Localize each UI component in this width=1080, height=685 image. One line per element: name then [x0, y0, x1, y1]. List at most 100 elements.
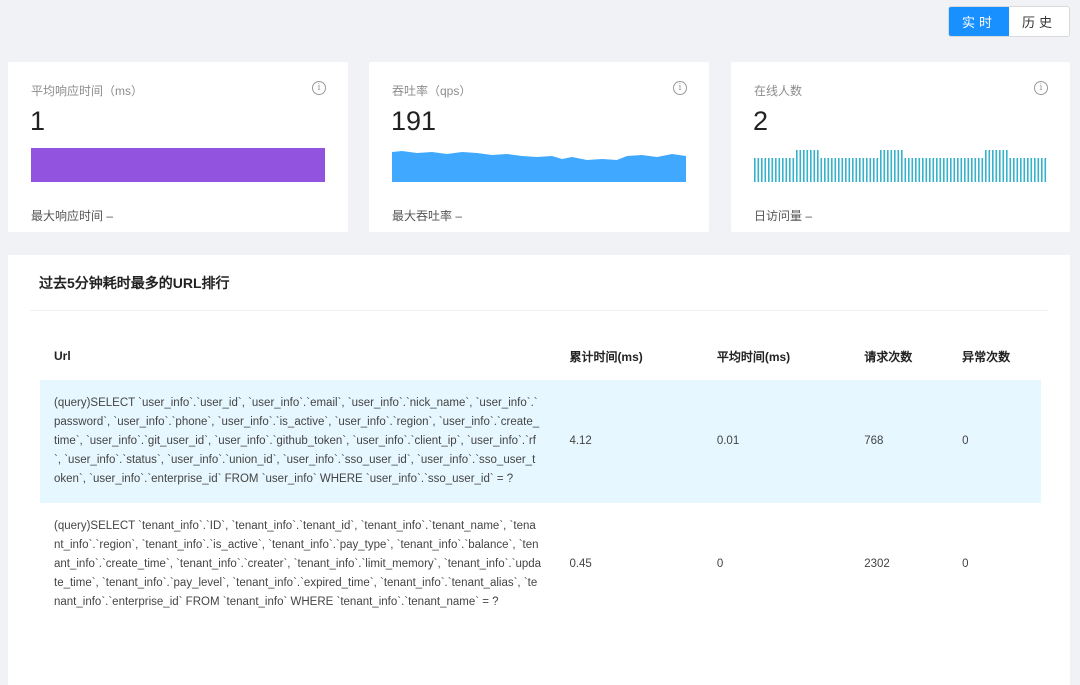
throughput-area-chart	[392, 151, 686, 182]
online-bar	[995, 150, 998, 182]
error-count-cell: 0	[948, 380, 1041, 503]
card-title: 在线人数	[754, 84, 803, 98]
col-total-time[interactable]: 累计时间(ms)	[569, 349, 643, 364]
online-bar	[820, 158, 823, 182]
realtime-history-toggle: 实时 历史	[948, 6, 1070, 37]
online-bar	[813, 150, 816, 182]
table-row[interactable]: (query)SELECT `user_info`.`user_id`, `us…	[40, 380, 1041, 503]
online-bar	[953, 158, 956, 182]
col-error-count[interactable]: 异常次数	[962, 349, 1011, 364]
online-bar	[988, 150, 991, 182]
online-bar	[925, 158, 928, 182]
online-bar	[985, 150, 987, 182]
online-bar	[932, 158, 935, 182]
throughput-card: 吞吐率（qps） i 191 最大吞吐率 –	[369, 62, 709, 232]
url-cell: (query)SELECT `user_info`.`user_id`, `us…	[40, 380, 556, 503]
online-bar	[796, 150, 798, 182]
online-bar	[1030, 158, 1033, 182]
online-bar	[904, 158, 907, 182]
online-bar	[761, 158, 763, 182]
online-bar	[754, 158, 756, 182]
online-bar	[1034, 158, 1036, 182]
online-bar	[901, 150, 903, 182]
online-bar	[880, 150, 882, 182]
online-bar	[757, 158, 760, 182]
table-row[interactable]: (query)SELECT `tenant_info`.`ID`, `tenan…	[40, 503, 1041, 626]
card-footer: 最大吞吐率 –	[392, 209, 463, 223]
online-bar	[992, 150, 994, 182]
online-bar	[768, 158, 770, 182]
error-count-cell: 0	[962, 558, 969, 570]
col-url[interactable]: Url	[54, 349, 71, 363]
online-bar	[1044, 158, 1047, 182]
info-icon[interactable]: i	[312, 81, 326, 95]
online-bar	[1020, 158, 1022, 182]
card-value: 2	[753, 106, 769, 136]
online-bar	[803, 150, 805, 182]
online-bar	[834, 158, 837, 182]
online-bar	[824, 158, 826, 182]
online-bar	[838, 158, 840, 182]
online-bar	[771, 158, 774, 182]
col-avg-time[interactable]: 平均时间(ms)	[716, 349, 791, 364]
online-bar	[1013, 158, 1015, 182]
throughput-area	[392, 151, 686, 182]
online-users-card: 在线人数 i 2 日访问量 –	[731, 62, 1070, 232]
online-bar	[1002, 150, 1005, 182]
online-bar	[894, 150, 896, 182]
online-bar	[866, 158, 868, 182]
avg-time-cell: 0.01	[702, 380, 851, 503]
online-bar	[789, 158, 791, 182]
online-bar	[978, 158, 980, 182]
online-bar	[957, 158, 959, 182]
request-count-cell: 2302	[864, 558, 890, 570]
card-value: 1	[30, 106, 46, 136]
request-count-cell: 768	[850, 380, 949, 503]
online-bar	[915, 158, 917, 182]
online-bar	[764, 158, 767, 182]
online-bar	[950, 158, 952, 182]
url-ranking-table: Url 累计时间(ms) 平均时间(ms) 请求次数 异常次数 (query)S…	[40, 332, 1041, 626]
online-bar	[799, 150, 802, 182]
online-bar	[775, 158, 777, 182]
online-bar	[971, 158, 973, 182]
online-bar	[897, 150, 900, 182]
online-bar	[911, 158, 914, 182]
online-bar	[1027, 158, 1029, 182]
online-bar	[960, 158, 963, 182]
online-bar	[1041, 158, 1043, 182]
online-bar	[1037, 158, 1040, 182]
online-bar	[869, 158, 872, 182]
online-bar	[817, 150, 819, 182]
realtime-button[interactable]: 实时	[949, 7, 1009, 36]
divider	[30, 310, 1048, 311]
card-footer: 日访问量 –	[754, 209, 813, 223]
online-bar	[782, 158, 784, 182]
online-bar	[873, 158, 875, 182]
online-bar	[967, 158, 970, 182]
online-users-bar-chart	[754, 150, 1047, 182]
online-bar	[852, 158, 854, 182]
online-bar	[936, 158, 938, 182]
online-bar	[1016, 158, 1019, 182]
online-bar	[859, 158, 861, 182]
online-bar	[1006, 150, 1008, 182]
avg-time-cell: 0	[716, 558, 724, 570]
online-bar	[883, 150, 886, 182]
card-title: 平均响应时间（ms）	[31, 84, 143, 98]
online-bar	[918, 158, 921, 182]
panel-title: 过去5分钟耗时最多的URL排行	[39, 275, 230, 291]
online-bar	[806, 150, 809, 182]
online-bar	[785, 158, 788, 182]
info-icon[interactable]: i	[673, 81, 687, 95]
card-value: 191	[391, 106, 437, 136]
col-request-count[interactable]: 请求次数	[864, 349, 913, 364]
url-ranking-panel: 过去5分钟耗时最多的URL排行 Url 累计时间(ms) 平均时间(ms) 请求…	[8, 255, 1070, 685]
online-bar	[981, 158, 984, 182]
response-bar	[31, 148, 325, 182]
history-button[interactable]: 历史	[1009, 7, 1069, 36]
online-bar	[778, 158, 781, 182]
online-bar	[922, 158, 924, 182]
total-time-cell: 0.45	[569, 558, 592, 570]
info-icon[interactable]: i	[1034, 81, 1048, 95]
